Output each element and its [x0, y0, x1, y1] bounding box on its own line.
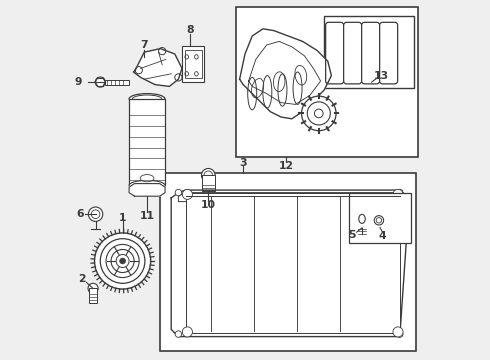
- Polygon shape: [171, 190, 409, 337]
- Ellipse shape: [129, 180, 165, 190]
- Circle shape: [315, 109, 323, 118]
- Circle shape: [95, 233, 151, 289]
- Bar: [90, 288, 97, 303]
- Text: 3: 3: [240, 158, 247, 168]
- Bar: [349, 193, 411, 243]
- Ellipse shape: [88, 283, 98, 293]
- Ellipse shape: [359, 215, 365, 223]
- Bar: [160, 173, 416, 351]
- Circle shape: [100, 239, 145, 283]
- Circle shape: [175, 189, 182, 196]
- Circle shape: [182, 327, 193, 337]
- Bar: [202, 175, 215, 191]
- Circle shape: [307, 102, 330, 125]
- Circle shape: [175, 74, 182, 81]
- Circle shape: [393, 189, 403, 199]
- FancyBboxPatch shape: [343, 22, 362, 84]
- Bar: [185, 50, 202, 78]
- Bar: [129, 99, 165, 185]
- Text: 13: 13: [373, 71, 389, 81]
- Ellipse shape: [140, 175, 154, 182]
- Polygon shape: [133, 49, 182, 86]
- Text: 2: 2: [78, 274, 86, 284]
- Circle shape: [396, 189, 403, 196]
- Text: 1: 1: [119, 213, 126, 223]
- Ellipse shape: [129, 94, 165, 104]
- Text: 9: 9: [75, 77, 82, 87]
- Text: 12: 12: [279, 161, 294, 171]
- Text: 7: 7: [141, 40, 148, 50]
- Text: 5: 5: [348, 230, 356, 240]
- Circle shape: [393, 327, 403, 337]
- Circle shape: [111, 249, 134, 273]
- Text: 6: 6: [76, 209, 84, 219]
- FancyBboxPatch shape: [326, 22, 343, 84]
- Text: 10: 10: [201, 200, 216, 210]
- Text: 8: 8: [187, 24, 194, 35]
- Bar: [324, 16, 414, 88]
- Circle shape: [88, 207, 103, 221]
- Circle shape: [182, 189, 193, 199]
- Circle shape: [396, 331, 403, 337]
- Circle shape: [159, 48, 166, 55]
- Circle shape: [120, 258, 125, 264]
- Bar: [105, 80, 129, 85]
- Circle shape: [301, 96, 336, 131]
- Bar: [186, 193, 400, 333]
- Text: 11: 11: [140, 211, 154, 221]
- Circle shape: [175, 331, 182, 337]
- Ellipse shape: [95, 77, 105, 87]
- Bar: [236, 7, 418, 157]
- Circle shape: [135, 67, 143, 74]
- Text: 4: 4: [379, 231, 386, 241]
- Polygon shape: [240, 29, 331, 119]
- Ellipse shape: [201, 168, 215, 182]
- FancyBboxPatch shape: [362, 22, 380, 84]
- Polygon shape: [129, 184, 165, 196]
- FancyBboxPatch shape: [380, 22, 398, 84]
- Bar: [182, 46, 204, 82]
- Ellipse shape: [374, 216, 384, 225]
